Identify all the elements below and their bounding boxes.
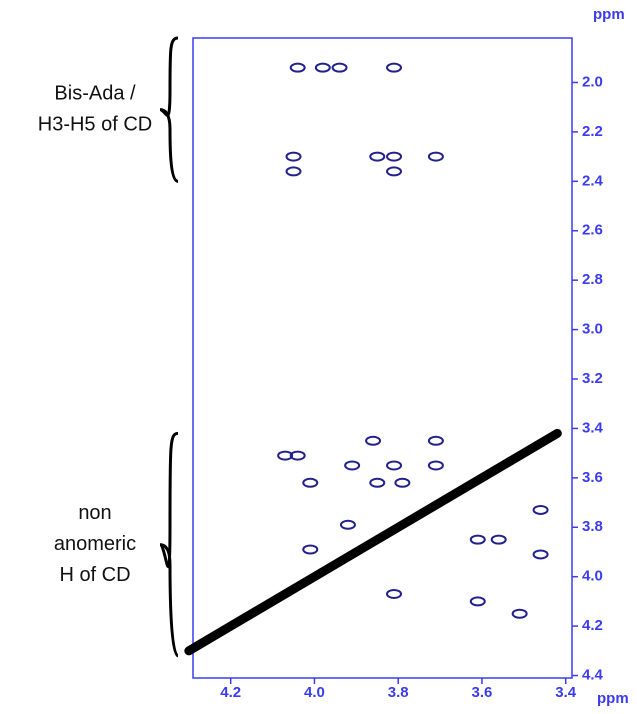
cross-peak bbox=[314, 62, 331, 73]
brace bbox=[159, 36, 179, 183]
diagonal bbox=[184, 428, 562, 656]
cross-peak bbox=[532, 549, 549, 560]
y-tick-label: 2.8 bbox=[582, 271, 603, 288]
x-axis-label: ppm bbox=[597, 690, 629, 707]
cross-peak bbox=[302, 477, 319, 488]
cross-peak bbox=[285, 151, 302, 162]
y-tick-label: 4.0 bbox=[582, 568, 603, 585]
cross-peak bbox=[490, 534, 507, 545]
y-tick-label: 2.6 bbox=[582, 222, 603, 239]
brace bbox=[159, 431, 180, 658]
cross-peak bbox=[386, 588, 403, 599]
cross-peak bbox=[289, 450, 306, 461]
x-tick-label: 3.8 bbox=[388, 684, 409, 701]
annotation: H of CD bbox=[59, 564, 130, 586]
y-tick-label: 2.4 bbox=[582, 172, 604, 189]
x-tick-label: 4.0 bbox=[304, 684, 325, 701]
cross-peak bbox=[365, 435, 382, 446]
annotation: H3-H5 of CD bbox=[38, 113, 152, 135]
y-axis-label: ppm bbox=[593, 6, 625, 23]
cross-peak bbox=[394, 477, 411, 488]
y-tick-label: 3.2 bbox=[582, 370, 603, 387]
annotation: Bis-Ada / bbox=[54, 82, 136, 104]
cross-peak bbox=[369, 151, 386, 162]
cross-peak bbox=[469, 534, 486, 545]
cross-peak bbox=[427, 435, 444, 446]
y-tick-label: 3.0 bbox=[582, 321, 603, 338]
cross-peak bbox=[369, 477, 386, 488]
x-tick-label: 3.4 bbox=[555, 684, 577, 701]
cross-peak bbox=[386, 151, 403, 162]
annotation: anomeric bbox=[54, 533, 136, 555]
cross-peak bbox=[386, 166, 403, 177]
cross-peak bbox=[511, 608, 528, 619]
cross-peak bbox=[344, 460, 361, 471]
y-tick-label: 2.2 bbox=[582, 123, 603, 140]
cross-peak bbox=[289, 62, 306, 73]
cross-peak bbox=[285, 166, 302, 177]
cross-peak bbox=[386, 460, 403, 471]
cross-peak bbox=[331, 62, 348, 73]
y-tick-label: 4.4 bbox=[582, 666, 604, 683]
cross-peak bbox=[427, 151, 444, 162]
y-tick-label: 4.2 bbox=[582, 617, 603, 634]
cross-peak bbox=[427, 460, 444, 471]
cross-peak bbox=[469, 596, 486, 607]
plot-frame bbox=[192, 37, 573, 679]
annotation: non bbox=[78, 502, 111, 524]
y-tick-label: 3.8 bbox=[582, 518, 603, 535]
x-tick-label: 3.6 bbox=[472, 684, 493, 701]
y-tick-label: 2.0 bbox=[582, 73, 603, 90]
cross-peak bbox=[339, 519, 356, 530]
y-tick-label: 3.4 bbox=[582, 419, 604, 436]
cross-peak bbox=[386, 62, 403, 73]
x-tick-label: 4.2 bbox=[220, 684, 241, 701]
y-tick-label: 3.6 bbox=[582, 469, 603, 486]
cross-peak bbox=[277, 450, 294, 461]
cross-peak bbox=[302, 544, 319, 555]
cross-peak bbox=[532, 504, 549, 515]
